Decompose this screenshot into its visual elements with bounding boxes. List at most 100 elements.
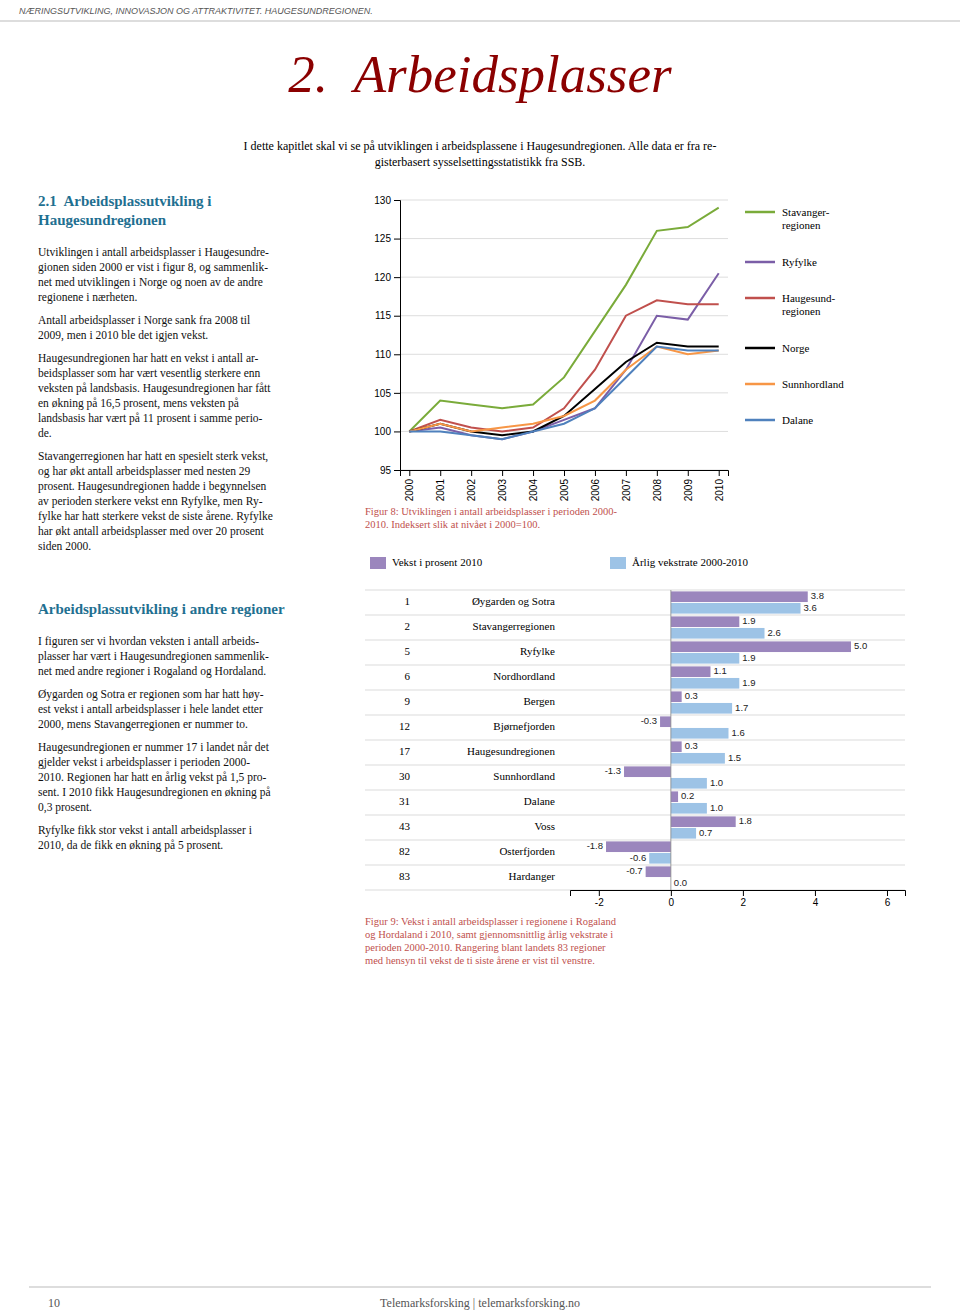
rank-label: 82 bbox=[399, 845, 410, 857]
bar bbox=[671, 666, 711, 677]
bar-chart: 1Øygarden og Sotra2Stavangerregionen5Ryf… bbox=[365, 590, 906, 908]
tick-label: 130 bbox=[374, 195, 391, 206]
tick: 130 bbox=[374, 195, 400, 206]
legend-swatch bbox=[370, 557, 386, 569]
bar bbox=[671, 616, 739, 627]
footer-text: 10 bbox=[48, 1296, 60, 1310]
tick-mark bbox=[815, 890, 816, 896]
category-label: Nordhordland bbox=[493, 670, 555, 682]
bar bbox=[671, 591, 808, 602]
grid-line bbox=[400, 238, 728, 239]
header-rule bbox=[0, 21, 960, 22]
row-divider bbox=[365, 665, 905, 666]
category-label: Sunnhordland bbox=[493, 770, 555, 782]
rank-label: 6 bbox=[405, 670, 411, 682]
tick-mark bbox=[743, 890, 744, 896]
tick-label: 2007 bbox=[621, 479, 632, 502]
lines bbox=[409, 208, 718, 439]
tick-label: 125 bbox=[374, 233, 391, 244]
bar bbox=[624, 766, 671, 777]
legend-label: Sunnhordland bbox=[782, 378, 844, 390]
series-line bbox=[409, 208, 718, 432]
bar bbox=[671, 653, 739, 664]
bar bbox=[671, 803, 707, 814]
row-divider bbox=[365, 765, 905, 766]
body-text: I figuren ser vi hvordan veksten i antal… bbox=[38, 635, 259, 648]
body-text: veksten på landsbasis. Haugesundregionen… bbox=[38, 382, 271, 395]
body-text: Antall arbeidsplasser i Norge sank fra 2… bbox=[38, 314, 250, 327]
axis: -20246 bbox=[571, 890, 906, 908]
category-label: Bergen bbox=[523, 695, 555, 707]
bar bbox=[671, 828, 696, 839]
grid-line bbox=[400, 200, 728, 201]
axis-line bbox=[571, 891, 906, 897]
body-text: sent. I 2010 fikk Haugesundregionen en ø… bbox=[38, 786, 271, 799]
tick-mark bbox=[394, 431, 400, 432]
tick: 2004 bbox=[528, 470, 539, 501]
bar bbox=[671, 816, 736, 827]
axis-line bbox=[401, 471, 729, 477]
footer-text: Telemarksforsking | telemarksforsking.no bbox=[380, 1296, 580, 1310]
data-label: 0.2 bbox=[681, 790, 694, 801]
bar bbox=[671, 778, 707, 789]
tick: 2 bbox=[741, 890, 747, 908]
grid-line bbox=[400, 277, 728, 278]
tick-label: 2 bbox=[741, 897, 747, 908]
category-label: Stavangerregionen bbox=[473, 620, 556, 632]
body-text: est vekst i antall arbeidsplasser i hele… bbox=[38, 703, 263, 716]
data-label: 3.6 bbox=[804, 602, 817, 613]
category-label: Ryfylke bbox=[520, 645, 555, 657]
tick: 95 bbox=[380, 465, 400, 476]
bar bbox=[649, 853, 671, 864]
legend-label: Årlig vekstrate 2000-2010 bbox=[632, 556, 749, 568]
body-text: Øygarden og Sotra er regionen som har ha… bbox=[38, 688, 264, 701]
body-text: landsbasis har vært på 11 prosent i samm… bbox=[38, 412, 263, 425]
rank-label: 5 bbox=[405, 645, 411, 657]
data-label: -0.6 bbox=[630, 852, 646, 863]
caption: Figur 8: Utviklingen i antall arbeidspla… bbox=[365, 506, 617, 517]
caption: med hensyn til vekst de ti siste årene e… bbox=[365, 955, 595, 966]
series-line bbox=[409, 347, 718, 440]
body-text: 2010. Regionen har hatt en årlig vekst p… bbox=[38, 771, 267, 784]
body-text: Haugesundregionen er nummer 17 i landet … bbox=[38, 741, 270, 754]
page-title: 2. Arbeidsplasser bbox=[288, 45, 672, 103]
series-line bbox=[409, 273, 718, 439]
data-label: 1.1 bbox=[713, 665, 726, 676]
legend-swatch bbox=[745, 297, 775, 300]
rank-label: 12 bbox=[399, 720, 410, 732]
caption: og Hordaland i 2010, samt gjennomsnittli… bbox=[365, 929, 613, 940]
section-title: Haugesundregionen bbox=[38, 212, 167, 228]
tick: 100 bbox=[374, 426, 400, 437]
body-text: Haugesundregionen har hatt en vekst i an… bbox=[38, 352, 259, 365]
data-label: 1.0 bbox=[710, 777, 723, 788]
legend-label: Haugesund-regionen bbox=[782, 292, 835, 317]
category-label: Øygarden og Sotra bbox=[472, 595, 555, 607]
data-label: 2.6 bbox=[768, 627, 781, 638]
body-text: de. bbox=[38, 427, 52, 439]
bars bbox=[606, 591, 851, 877]
tick-label: 0 bbox=[669, 897, 675, 908]
tick-label: 95 bbox=[380, 465, 392, 476]
tick-label: 115 bbox=[375, 310, 391, 321]
tick: 2007 bbox=[621, 470, 632, 501]
body-text: prosent. Haugesundregionen hadde i begyn… bbox=[38, 480, 267, 493]
body-text: Stavangerregionen har hatt en spesielt s… bbox=[38, 450, 268, 463]
body-text: 0,3 prosent. bbox=[38, 801, 92, 814]
bar bbox=[660, 716, 671, 727]
data-label: 3.8 bbox=[811, 590, 824, 601]
series-line bbox=[409, 300, 718, 431]
tick: 4 bbox=[813, 890, 819, 908]
tick-label: 110 bbox=[375, 349, 391, 360]
data-label: 1.9 bbox=[742, 615, 755, 626]
rank-label: 9 bbox=[405, 695, 411, 707]
category-label: Bjørnefjorden bbox=[493, 720, 555, 732]
zero-line bbox=[670, 590, 671, 890]
tick-mark bbox=[688, 470, 689, 476]
grid-line bbox=[400, 392, 728, 393]
category-label: Osterfjorden bbox=[499, 845, 555, 857]
tick-label: -2 bbox=[595, 897, 604, 908]
data-label: -0.3 bbox=[641, 715, 657, 726]
bar bbox=[671, 753, 725, 764]
rank-label: 30 bbox=[399, 770, 411, 782]
row-divider bbox=[365, 740, 905, 741]
